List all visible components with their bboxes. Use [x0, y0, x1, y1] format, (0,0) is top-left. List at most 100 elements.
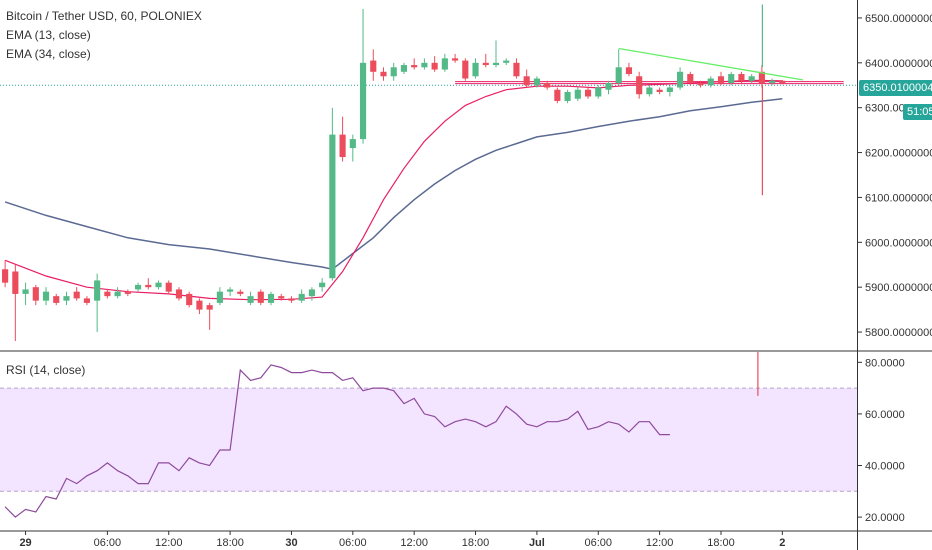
time-tick-label: 12:00 [155, 537, 183, 549]
candle-body [83, 298, 90, 303]
candle-body [544, 83, 551, 88]
candle-body [738, 74, 745, 81]
candle-body [257, 291, 264, 303]
price-tick-label: 5800.00000000 [865, 327, 932, 339]
candle-body [114, 291, 121, 297]
time-tick-label: 06:00 [339, 537, 367, 549]
candle-body [574, 89, 581, 99]
candle-body [462, 60, 469, 79]
candle-body [687, 74, 694, 84]
candle-body [421, 62, 428, 68]
last-price-tag: 6350.01000049 [859, 80, 932, 96]
candle-body [288, 298, 295, 301]
candle-body [359, 62, 367, 140]
candle-body [237, 291, 244, 294]
time-tick-label: 2 [779, 537, 785, 549]
candle-body [666, 87, 673, 92]
candle-body [349, 139, 356, 149]
candle-body [63, 296, 70, 301]
candle-body [452, 58, 459, 61]
price-tick-label: 6000.00000000 [865, 237, 932, 249]
time-tick-label: 18:00 [462, 537, 490, 549]
rsi-tick-label: 60.0000 [865, 409, 905, 421]
legend-ema13: EMA (13, close) [6, 28, 91, 42]
price-tick-label: 6200.00000000 [865, 148, 932, 160]
candle-body [584, 89, 592, 97]
rsi-tick-label: 40.0000 [865, 461, 905, 473]
legend-main: Bitcoin / Tether USD, 60, POLONIEX EMA (… [6, 7, 202, 64]
candle-body [605, 83, 612, 90]
candle-body [390, 67, 397, 77]
candle-body [94, 280, 101, 301]
candle-body [319, 282, 326, 288]
candle-body [267, 293, 275, 303]
rsi-line [4, 364, 670, 518]
candle-body [2, 269, 9, 283]
candle-body [748, 76, 755, 81]
candle-body [758, 71, 765, 84]
time-tick-label: 29 [19, 537, 31, 549]
ema13-line [4, 79, 783, 301]
time-tick-label: 12:00 [646, 537, 674, 549]
time-tick-label: 18:00 [707, 537, 735, 549]
legend-rsi: RSI (14, close) [6, 361, 85, 380]
candle-body [564, 91, 571, 101]
candle-body [12, 271, 19, 294]
candle-body [697, 83, 704, 86]
price-tick-label: 6500.00000000 [865, 13, 932, 25]
candle-body [329, 134, 336, 279]
candle-body [196, 300, 203, 310]
candle-body [134, 284, 142, 290]
candle-body [615, 67, 622, 84]
countdown-tag: 51:05 [903, 104, 932, 120]
price-tick-label: 6400.00000000 [865, 58, 932, 70]
legend-symbol: Bitcoin / Tether USD, 60, POLONIEX [6, 9, 202, 23]
candle-body [625, 67, 633, 75]
candle-body [104, 291, 111, 297]
candle-body [53, 296, 60, 303]
candle-body [769, 80, 776, 84]
candle-body [636, 76, 643, 95]
candle-body [206, 305, 213, 310]
candle-body [165, 282, 172, 292]
candle-body [247, 296, 254, 303]
legend-rsi-label: RSI (14, close) [6, 363, 86, 377]
candle-body [411, 65, 418, 68]
ema34-line [4, 97, 783, 271]
time-tick-label: 12:00 [400, 537, 428, 549]
candle-body [186, 293, 193, 306]
candle-body [370, 60, 377, 72]
candle-body [554, 89, 561, 101]
candle-body [175, 289, 183, 299]
time-tick-label: 06:00 [584, 537, 612, 549]
candle-body [779, 80, 786, 84]
time-tick-label: 30 [285, 537, 297, 549]
candle-body [717, 76, 725, 84]
candle-body [32, 287, 39, 301]
candle-body [482, 62, 489, 66]
time-tick-label: 18:00 [216, 537, 244, 549]
candle-body [492, 62, 500, 66]
candle-body [707, 78, 714, 86]
candle-body [533, 78, 540, 86]
trend-line [618, 47, 803, 81]
candle-body [278, 296, 285, 299]
rsi-tick-label: 80.0000 [865, 357, 905, 369]
candle-body [677, 71, 684, 88]
candle-body [595, 87, 602, 97]
candle-body [42, 291, 50, 301]
candle-body [472, 62, 479, 77]
candle-body [646, 87, 653, 95]
candle-body [145, 284, 152, 288]
legend-ema34: EMA (34, close) [6, 47, 91, 61]
candle-body [728, 74, 735, 84]
candle-body [441, 58, 448, 70]
rsi-tick-label: 20.0000 [865, 512, 905, 524]
candle-body [298, 293, 305, 301]
candle-body [308, 289, 315, 297]
candle-body [513, 62, 520, 77]
rsi-band [0, 388, 857, 492]
candle-body [339, 134, 346, 158]
candle-body [22, 289, 29, 294]
